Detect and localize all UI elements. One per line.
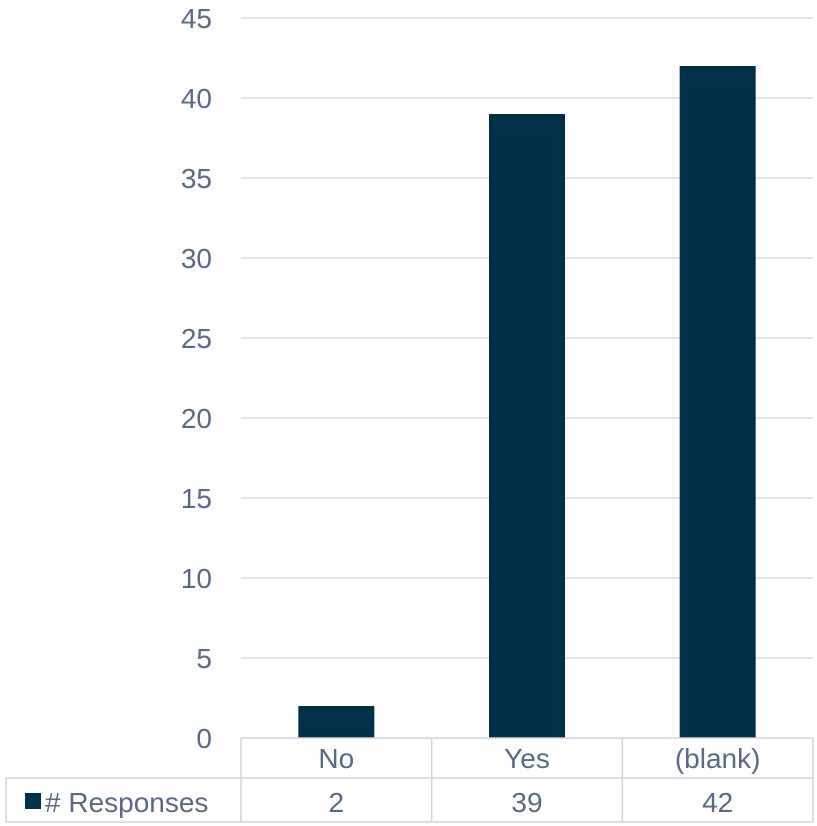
- y-tick-label: 35: [181, 163, 212, 194]
- y-tick-label: 5: [196, 643, 212, 674]
- category-label: (blank): [675, 743, 761, 774]
- category-label: No: [318, 743, 354, 774]
- y-tick-label: 25: [181, 323, 212, 354]
- data-table: No Yes (blank) 2 39 42 # Responses: [5, 737, 814, 823]
- table-value: 39: [511, 787, 542, 818]
- table-value: 2: [329, 787, 345, 818]
- bar-0: [298, 706, 375, 738]
- y-tick-label: 15: [181, 483, 212, 514]
- legend-key: [25, 793, 41, 809]
- table-value: 42: [702, 787, 733, 818]
- legend-series-name: # Responses: [45, 787, 208, 818]
- bar-2: [679, 66, 756, 738]
- y-tick-label: 0: [196, 723, 212, 754]
- y-tick-label: 45: [181, 3, 212, 34]
- y-tick-label: 20: [181, 403, 212, 434]
- y-tick-label: 30: [181, 243, 212, 274]
- y-axis-tick-labels: 0 5 10 15 20 25 30 35 40 45: [181, 3, 212, 754]
- bar-1: [489, 114, 565, 738]
- y-tick-label: 40: [181, 83, 212, 114]
- y-tick-label: 10: [181, 563, 212, 594]
- bars: [298, 66, 756, 738]
- category-label: Yes: [504, 743, 550, 774]
